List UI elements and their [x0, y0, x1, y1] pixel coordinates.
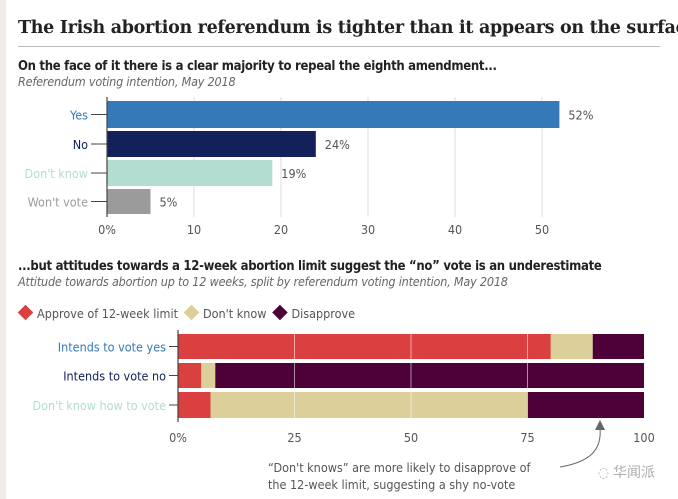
title-divider	[18, 46, 660, 47]
category-label: Intends to vote no	[63, 369, 166, 384]
bar-won-t-vote	[107, 189, 151, 214]
data-label: 24%	[325, 137, 350, 152]
x-tick-label: 50	[404, 430, 418, 445]
category-label: Don't know how to vote	[32, 398, 166, 413]
category-label: Yes	[69, 108, 88, 123]
data-label: 5%	[160, 195, 178, 210]
bar-don-t-know	[107, 160, 273, 186]
bar-segment	[210, 392, 528, 418]
chart2-title: ...but attitudes towards a 12-week abort…	[18, 259, 602, 274]
x-tick-label: 50	[535, 222, 549, 237]
category-label: Don't know	[25, 166, 88, 181]
x-tick-label: 25	[287, 430, 301, 445]
x-tick-label: 100	[633, 430, 654, 445]
legend-swatch	[183, 304, 200, 321]
legend-swatch	[272, 304, 288, 321]
chart2-subtitle: Attitude towards abortion up to 12 weeks…	[18, 274, 508, 289]
bar-segment	[215, 363, 644, 388]
data-label: 19%	[281, 166, 306, 181]
bar-segment	[201, 363, 216, 388]
bar-segment	[592, 334, 644, 359]
bar-segment	[178, 334, 551, 359]
watermark-logo: ◌ 华闻派	[598, 465, 655, 481]
category-label: Intends to vote yes	[58, 340, 166, 355]
bar-segment	[178, 392, 211, 418]
page-title: The Irish abortion referendum is tighter…	[18, 18, 678, 38]
data-label: 52%	[568, 108, 593, 123]
legend-label: Disapprove	[291, 306, 355, 321]
chart1-title: On the face of it there is a clear major…	[18, 59, 497, 74]
bar-no	[107, 131, 316, 157]
x-tick-label: 10	[187, 222, 201, 237]
bar-segment	[178, 363, 202, 388]
legend-label: Approve of 12-week limit	[37, 306, 179, 321]
legend-swatch	[17, 304, 34, 321]
legend-label: Don't know	[203, 306, 266, 321]
x-tick-label: 0%	[98, 222, 116, 237]
annotation-arrow-line	[559, 427, 601, 468]
category-label: No	[73, 137, 88, 152]
page-edge	[0, 0, 6, 499]
bar-yes	[107, 101, 560, 128]
category-label: Won't vote	[28, 195, 88, 210]
x-tick-label: 75	[520, 430, 534, 445]
annotation-line-2: the 12-week limit, suggesting a shy no-v…	[268, 477, 516, 492]
bar-segment	[527, 392, 644, 418]
x-tick-label: 40	[448, 222, 462, 237]
bar-segment	[550, 334, 593, 359]
annotation-arrow-head	[595, 420, 605, 430]
annotation-line-1: “Don't knows” are more likely to disappr…	[268, 460, 531, 475]
x-tick-label: 0%	[169, 430, 187, 445]
annotation-note: “Don't knows” are more likely to disappr…	[268, 459, 531, 493]
x-tick-label: 20	[274, 222, 288, 237]
x-tick-label: 30	[361, 222, 375, 237]
chart1-subtitle: Referendum voting intention, May 2018	[18, 74, 236, 89]
